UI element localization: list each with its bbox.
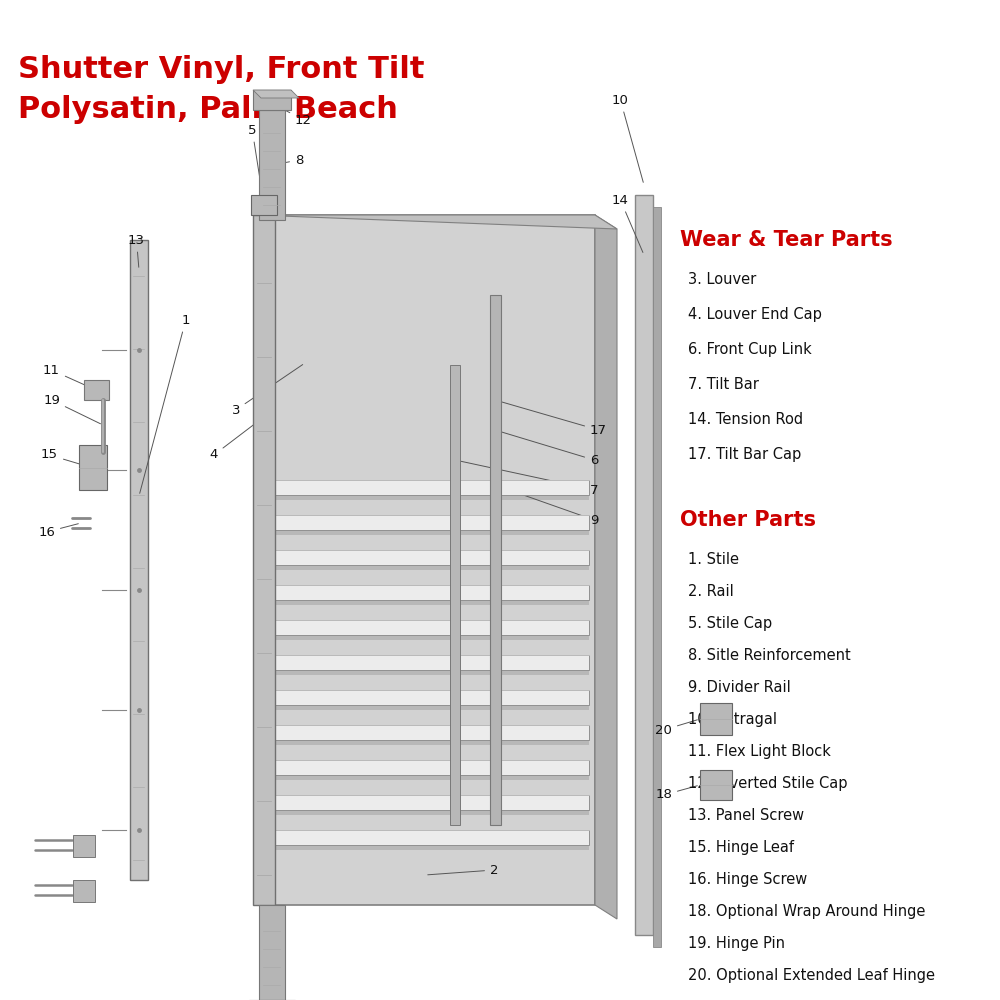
Bar [261, 775, 589, 780]
Text: 9. Divider Rail: 9. Divider Rail [688, 680, 791, 695]
Bar [653, 207, 661, 947]
Bar [261, 515, 589, 530]
Polygon shape [255, 215, 617, 229]
Bar [635, 195, 653, 935]
Bar [261, 565, 589, 570]
Bar [255, 215, 595, 905]
Bar [261, 740, 589, 745]
Bar [261, 795, 589, 810]
Bar [261, 760, 589, 775]
Text: 13. Panel Screw: 13. Panel Screw [688, 808, 804, 823]
Bar [700, 703, 732, 735]
Text: 11. Flex Light Block: 11. Flex Light Block [688, 744, 831, 759]
Text: 7. Tilt Bar: 7. Tilt Bar [688, 377, 759, 392]
Bar [261, 585, 589, 600]
Text: 3: 3 [232, 365, 303, 416]
Bar [253, 215, 275, 905]
Bar [73, 835, 95, 857]
Text: 20. Optional Extended Leaf Hinge: 20. Optional Extended Leaf Hinge [688, 968, 935, 983]
Text: 7: 7 [458, 461, 598, 496]
Bar [490, 295, 501, 825]
Bar [259, 110, 285, 220]
Bar [259, 905, 285, 1000]
Text: 14. Tension Rod: 14. Tension Rod [688, 412, 803, 427]
Bar [261, 670, 589, 675]
Text: 2: 2 [428, 863, 498, 876]
Text: 17. Tilt Bar Cap: 17. Tilt Bar Cap [688, 447, 801, 462]
Bar [84, 380, 109, 400]
Text: 9: 9 [498, 486, 598, 526]
Bar [251, 195, 277, 215]
Bar [261, 550, 589, 565]
Text: 16. Hinge Screw: 16. Hinge Screw [688, 872, 807, 887]
Bar [261, 655, 589, 670]
Bar [261, 810, 589, 815]
Bar [261, 845, 589, 850]
Text: 20: 20 [655, 720, 697, 736]
Text: 12: 12 [268, 101, 312, 126]
Bar [261, 480, 589, 495]
Text: 10: 10 [612, 94, 643, 182]
Text: 6. Front Cup Link: 6. Front Cup Link [688, 342, 812, 357]
Text: 12. Inverted Stile Cap: 12. Inverted Stile Cap [688, 776, 848, 791]
Text: 17: 17 [498, 401, 607, 436]
Text: 1: 1 [140, 314, 190, 493]
Bar [73, 880, 95, 902]
Text: 5. Stile Cap: 5. Stile Cap [688, 616, 772, 631]
Polygon shape [595, 215, 617, 919]
Bar [79, 445, 107, 490]
Bar [261, 600, 589, 605]
Text: 18. Optional Wrap Around Hinge: 18. Optional Wrap Around Hinge [688, 904, 925, 919]
Text: Wear & Tear Parts: Wear & Tear Parts [680, 230, 893, 250]
Text: 18: 18 [655, 786, 697, 802]
Text: 19. Hinge Pin: 19. Hinge Pin [688, 936, 785, 951]
Bar [261, 495, 589, 500]
Text: 15. Hinge Leaf: 15. Hinge Leaf [688, 840, 794, 855]
Bar [450, 365, 460, 825]
Text: 6: 6 [498, 431, 598, 466]
Text: 5: 5 [248, 123, 264, 202]
Bar [261, 620, 589, 635]
Text: 4. Louver End Cap: 4. Louver End Cap [688, 307, 822, 322]
Bar [130, 240, 148, 880]
Text: 19: 19 [43, 393, 101, 424]
Bar [261, 725, 589, 740]
Text: Shutter Vinyl, Front Tilt: Shutter Vinyl, Front Tilt [18, 55, 424, 84]
Text: 14: 14 [612, 194, 643, 252]
Bar [261, 705, 589, 710]
Text: 1. Stile: 1. Stile [688, 552, 739, 567]
Text: 3. Louver: 3. Louver [688, 272, 756, 287]
Bar [261, 530, 589, 535]
Bar [700, 770, 732, 800]
Text: Other Parts: Other Parts [680, 510, 816, 530]
Text: Polysatin, Palm Beach: Polysatin, Palm Beach [18, 95, 398, 124]
Text: 2. Rail: 2. Rail [688, 584, 734, 599]
Bar [261, 830, 589, 845]
Text: 10. Astragal: 10. Astragal [688, 712, 777, 727]
Bar [261, 635, 589, 640]
Text: 8. Sitle Reinforcement: 8. Sitle Reinforcement [688, 648, 851, 663]
Text: 4: 4 [210, 412, 271, 462]
Polygon shape [253, 90, 299, 98]
Bar [261, 690, 589, 705]
Text: 8: 8 [275, 153, 303, 166]
Text: 15: 15 [41, 448, 90, 467]
Text: 16: 16 [38, 524, 78, 538]
Text: 13: 13 [128, 233, 145, 267]
Bar [253, 90, 291, 110]
Text: 11: 11 [43, 363, 93, 389]
